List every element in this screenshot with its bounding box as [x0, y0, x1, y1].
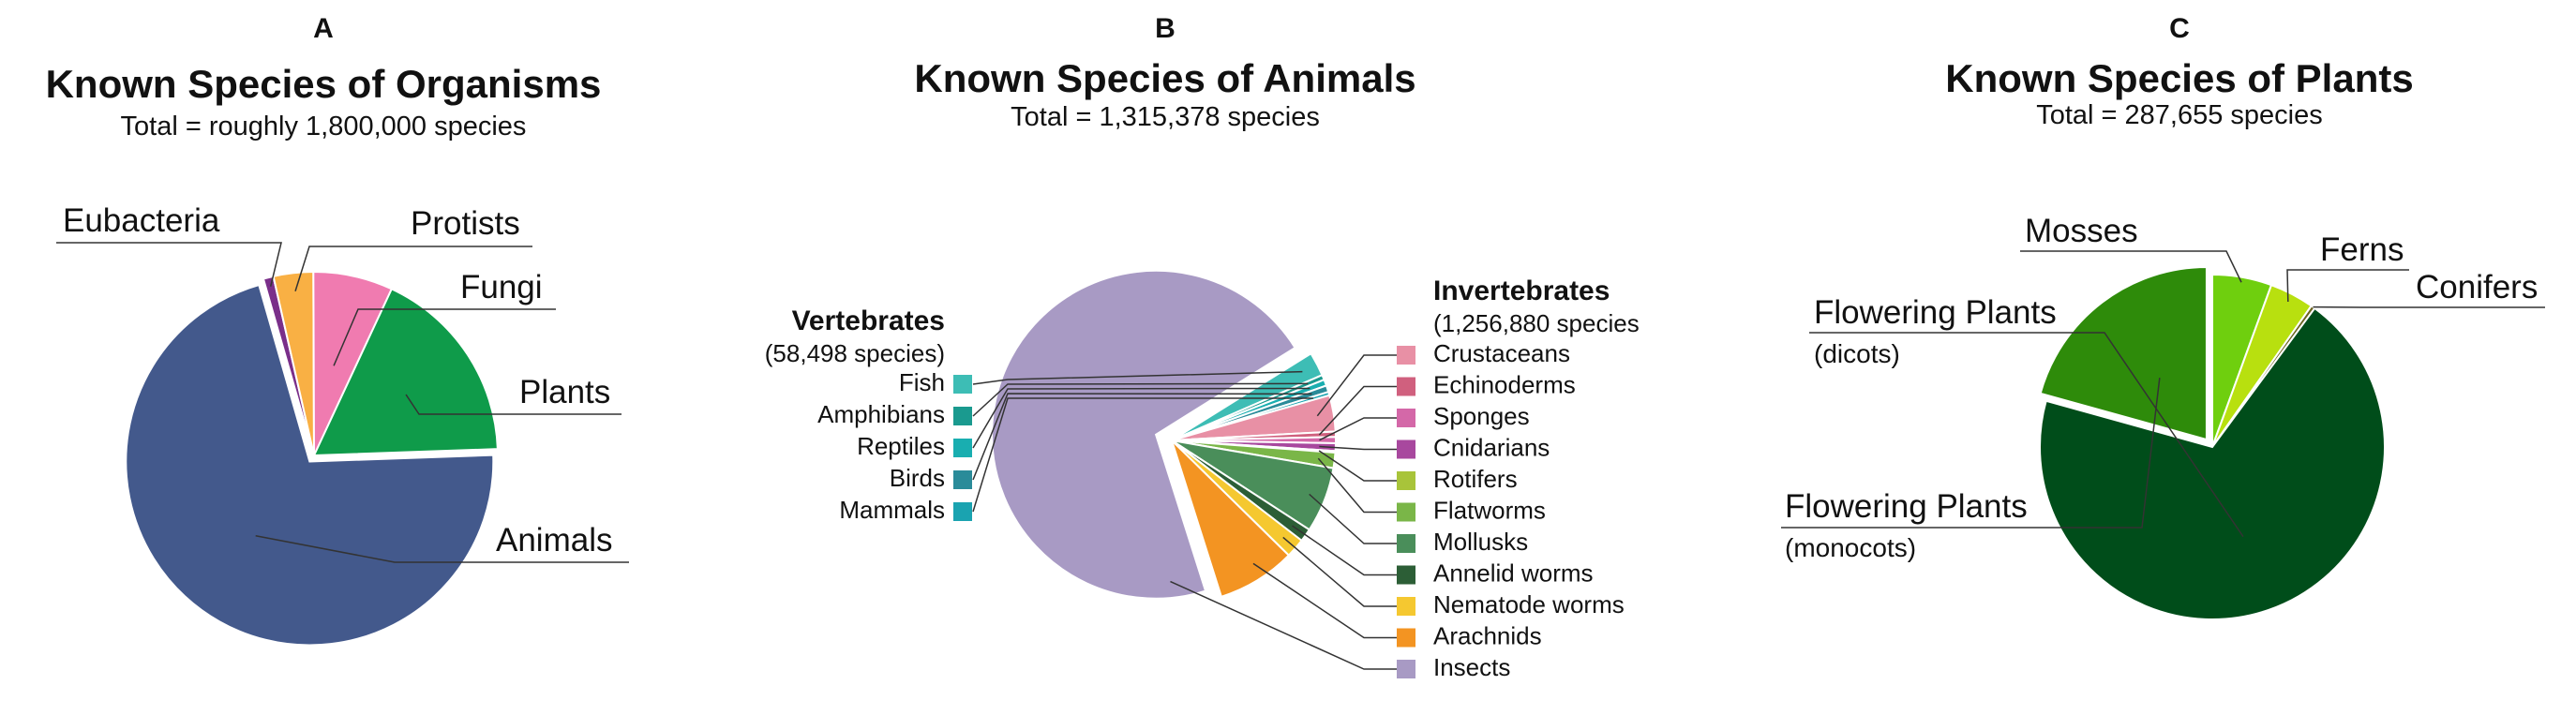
legend-label: Cnidarians: [1433, 433, 1550, 461]
leader-line: [294, 246, 532, 291]
legend-label: Crustaceans: [1433, 339, 1570, 367]
legend-swatch: [1397, 628, 1415, 648]
pie-slice: [2039, 306, 2386, 620]
slice-label: Animals: [496, 522, 612, 559]
legend-group-title: Vertebrates: [792, 305, 945, 336]
legend-swatch: [953, 407, 972, 425]
slice-label: Eubacteria: [63, 202, 220, 239]
leader-line: [1318, 385, 1397, 436]
pie-slice: [125, 283, 495, 647]
legend-swatch: [1397, 502, 1415, 522]
legend-label: Nematode worms: [1433, 590, 1625, 618]
legend-label: Insects: [1433, 653, 1510, 681]
legend-label: Annelid worms: [1433, 559, 1594, 587]
legend-label: Birds: [890, 464, 945, 492]
legend-swatch: [1397, 439, 1415, 459]
leader-line: [1170, 580, 1397, 670]
slice-label: Mosses: [2025, 213, 2138, 249]
legend-swatch: [1397, 534, 1415, 553]
legend-label: Mammals: [839, 496, 945, 524]
leader-line: [2286, 269, 2409, 303]
leader-line: [333, 308, 556, 366]
panel-letter: C: [2169, 13, 2190, 44]
legend-swatch: [1397, 471, 1415, 490]
panel-letter: B: [1155, 13, 1176, 44]
slice-label: Plants: [519, 374, 610, 410]
legend-label: Flatworms: [1433, 496, 1546, 524]
leader-line: [972, 382, 1309, 417]
slice-label: Ferns: [2320, 231, 2404, 268]
legend-swatch: [1397, 565, 1415, 585]
leader-line: [1316, 354, 1397, 417]
leader-line: [56, 242, 282, 287]
slice-label: Fungi: [460, 269, 543, 305]
leader-line: [972, 370, 1303, 385]
legend-group-note: (58,498 species): [765, 339, 945, 367]
legend-swatch: [953, 502, 972, 521]
leader-line: [1282, 536, 1397, 607]
legend-label: Amphibians: [817, 400, 945, 428]
leader-line: [1292, 525, 1397, 576]
legend-label: Mollusks: [1433, 528, 1528, 556]
leader-line: [1319, 417, 1397, 441]
legend-group-title: Invertebrates: [1433, 276, 1610, 306]
leader-line: [1781, 378, 2161, 529]
legend-swatch: [1397, 660, 1415, 678]
slice-label: Flowering Plants (monocots): [1785, 488, 2036, 562]
chart-subtitle: Total = 1,315,378 species: [1011, 102, 1320, 132]
legend-label: Rotifers: [1433, 465, 1518, 493]
chart-subtitle: Total = roughly 1,800,000 species: [121, 112, 527, 142]
leader-line: [1252, 562, 1397, 639]
legend-swatch: [1397, 346, 1415, 365]
leader-line: [1317, 457, 1397, 514]
leader-line: [255, 535, 629, 563]
pie-slice: [1171, 439, 1291, 599]
legend-label: Reptiles: [857, 432, 945, 460]
legend-label: Echinoderms: [1433, 370, 1576, 398]
legend-label: Sponges: [1433, 402, 1530, 430]
leader-line: [972, 393, 1312, 481]
leader-line: [1318, 450, 1397, 482]
legend-swatch: [1397, 409, 1415, 427]
panel-letter: A: [313, 13, 334, 44]
pie-slice: [2039, 266, 2208, 441]
legend-label: Arachnids: [1433, 621, 1542, 649]
pie-slice: [991, 269, 1296, 600]
slice-label: Conifers: [2416, 269, 2538, 305]
slice-label: Flowering Plants (dicots): [1814, 294, 2065, 368]
slice-label: Protists: [411, 205, 520, 242]
legend-swatch: [953, 439, 972, 457]
legend-swatch: [1397, 597, 1415, 616]
chart-title: Known Species of Organisms: [46, 62, 602, 106]
chart-title: Known Species of Animals: [914, 56, 1415, 100]
leader-line: [972, 397, 1313, 513]
leader-line: [972, 387, 1310, 449]
legend-group-note: (1,256,880 species: [1433, 309, 1640, 337]
leader-line: [2020, 250, 2242, 283]
leader-line: [405, 394, 622, 415]
legend-label: Fish: [899, 368, 945, 396]
chart-subtitle: Total = 287,655 species: [2036, 100, 2323, 130]
leader-line: [1809, 332, 2244, 538]
legend-swatch: [1397, 377, 1415, 396]
legend-swatch: [953, 375, 972, 394]
leader-line: [1309, 493, 1397, 544]
chart-title: Known Species of Plants: [1945, 56, 2413, 100]
legend-swatch: [953, 470, 972, 489]
leader-line: [1319, 445, 1397, 451]
